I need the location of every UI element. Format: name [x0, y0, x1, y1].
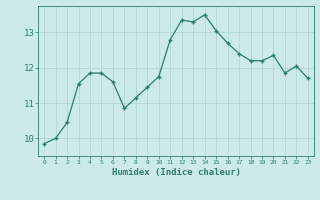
X-axis label: Humidex (Indice chaleur): Humidex (Indice chaleur) [111, 168, 241, 177]
